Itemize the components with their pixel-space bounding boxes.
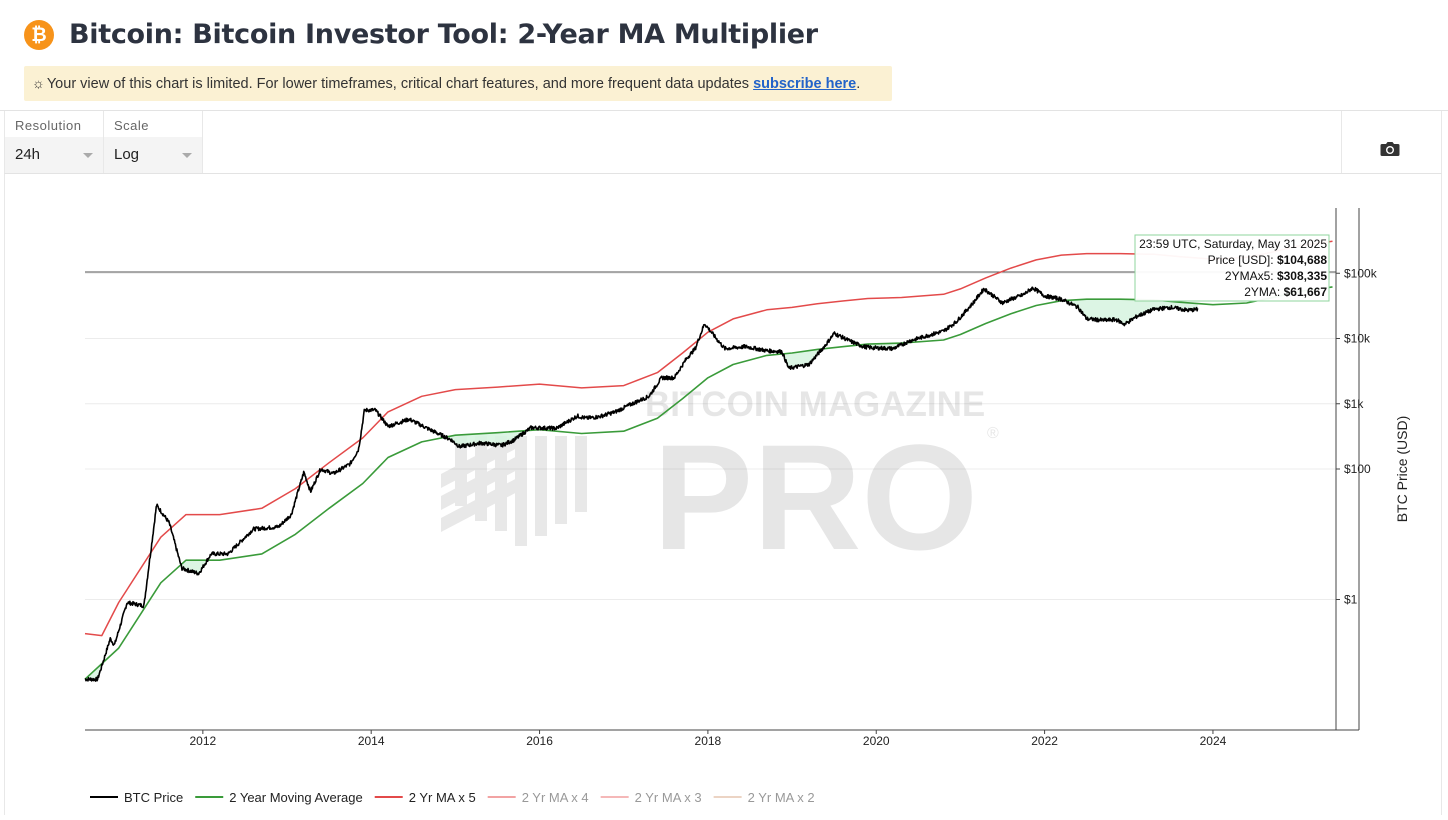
screenshot-button[interactable] [1341, 111, 1441, 173]
x-tick-label: 2012 [189, 734, 216, 748]
btc-price-line [84, 286, 1199, 682]
y-tick-label: $100 [1344, 462, 1371, 476]
limited-view-notice: ☼ Your view of this chart is limited. For… [24, 66, 892, 101]
sun-icon: ☼ [32, 75, 45, 91]
undervalued-fill [85, 299, 1198, 680]
notice-suffix: . [856, 76, 861, 92]
x-tick-label: 2020 [863, 734, 890, 748]
scale-value: Log [114, 146, 140, 163]
ma-x5-line [84, 240, 1333, 637]
hover-tooltip: 23:59 UTC, Saturday, May 31 2025 Price [… [1134, 234, 1330, 302]
pro-logo-mark [441, 432, 587, 546]
tooltip-time: 23:59 UTC, Saturday, May 31 2025 [1139, 237, 1327, 251]
header-divider [0, 110, 1448, 111]
watermark-mark: ® [987, 425, 999, 442]
scale-label: Scale [114, 118, 150, 133]
y-gridlines [85, 272, 1336, 600]
tooltip-row-price: Price [USD]: $104,688 [1208, 253, 1328, 267]
x-tick-label: 2018 [695, 734, 722, 748]
y-tick-label: $10k [1344, 332, 1371, 346]
resolution-control: Resolution 24h [5, 111, 104, 173]
scale-select[interactable]: Log [104, 137, 202, 173]
x-tick-label: 2016 [526, 734, 553, 748]
legend-label[interactable]: 2 Year Moving Average [229, 790, 362, 805]
tooltip-row-2yma: 2YMA: $61,667 [1244, 285, 1327, 299]
ma-2yr-line [84, 286, 1333, 680]
x-tick-label: 2024 [1200, 734, 1227, 748]
chart-area: BITCOIN MAGAZINE PRO ® 2012 2014 2016 2018 2… [4, 174, 1442, 815]
watermark-line2: PRO [653, 413, 978, 581]
tick-labels: 2012 2014 2016 2018 2020 2022 2024 $1 $100 $1k $10… [189, 266, 1377, 748]
bitcoin-2yma-chart[interactable]: BITCOIN MAGAZINE PRO ® 2012 2014 2016 2018 2… [5, 174, 1441, 815]
y-tick-label: $1 [1344, 593, 1358, 607]
x-tick-label: 2022 [1031, 734, 1058, 748]
watermark-line1: BITCOIN MAGAZINE [645, 385, 985, 424]
page-header: ₿ Bitcoin: Bitcoin Investor Tool: 2-Year… [0, 0, 1448, 110]
y-tick-label: $100k [1344, 266, 1378, 280]
legend-label[interactable]: 2 Yr MA x 2 [748, 790, 815, 805]
page-title: Bitcoin: Bitcoin Investor Tool: 2-Year M… [69, 19, 818, 50]
tooltip-row-2ymax5: 2YMAx5: $308,335 [1225, 269, 1327, 283]
resolution-value: 24h [15, 146, 41, 163]
chevron-down-icon [182, 153, 192, 158]
x-tick-label: 2014 [358, 734, 385, 748]
legend-label[interactable]: 2 Yr MA x 4 [522, 790, 589, 805]
legend-label[interactable]: 2 Yr MA x 5 [409, 790, 476, 805]
chevron-down-icon [83, 153, 93, 158]
watermark: BITCOIN MAGAZINE PRO ® [441, 385, 999, 581]
scale-control: Scale Log [104, 111, 203, 173]
legend-label[interactable]: 2 Yr MA x 3 [635, 790, 702, 805]
camera-icon [1380, 142, 1400, 156]
chart-legend: BTC Price 2 Year Moving Average 2 Yr MA x … [90, 790, 815, 805]
series-lines [84, 240, 1333, 682]
resolution-select[interactable]: 24h [5, 137, 103, 173]
y-axis-title: BTC Price (USD) [1394, 416, 1410, 523]
legend-label[interactable]: BTC Price [124, 790, 183, 805]
chart-toolbar: Resolution 24h Scale Log [4, 111, 1442, 174]
subscribe-link[interactable]: subscribe here [753, 76, 857, 92]
y-tick-label: $1k [1344, 397, 1364, 411]
resolution-label: Resolution [15, 118, 82, 133]
notice-text: Your view of this chart is limited. For … [46, 76, 754, 92]
bitcoin-logo-icon: ₿ [24, 20, 54, 50]
